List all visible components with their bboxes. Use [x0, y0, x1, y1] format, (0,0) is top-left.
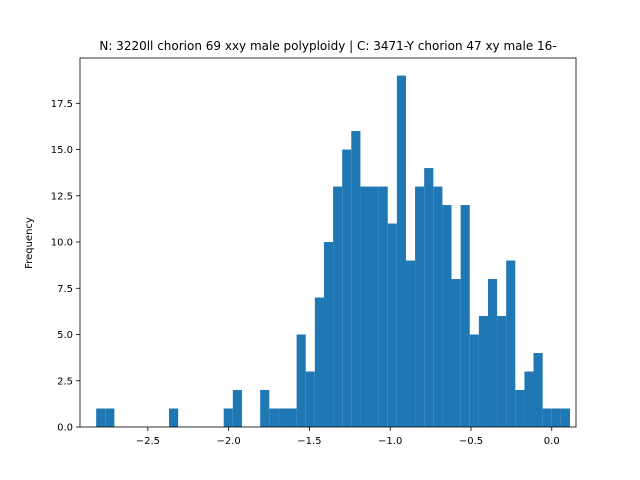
histogram-bar: [360, 186, 370, 427]
histogram-bar: [269, 408, 279, 427]
y-tick-label: 2.5: [57, 376, 73, 387]
histogram-bar: [515, 390, 525, 427]
histogram-bar: [314, 297, 324, 427]
histogram-bar: [287, 408, 297, 427]
x-axis-ticks: −2.5 −2.0 −1.5 −1.0 −0.5 0.0: [136, 427, 560, 447]
histogram-bar: [342, 149, 352, 427]
histogram-bar: [551, 408, 561, 427]
histogram-bar: [333, 186, 343, 427]
histogram-bar: [433, 186, 443, 427]
y-axis-label: Frequency: [24, 217, 35, 269]
histogram-bar: [478, 316, 488, 427]
histogram-bar: [442, 205, 452, 427]
histogram-bar: [105, 408, 115, 427]
chart-title: N: 3220ll chorion 69 xxy male polyploidy…: [99, 39, 556, 53]
histogram-bar: [96, 408, 106, 427]
y-tick-label: 0.0: [57, 423, 73, 434]
x-tick-label: −2.5: [136, 436, 160, 447]
x-tick-label: −1.5: [297, 436, 321, 447]
histogram-bar: [378, 186, 388, 427]
histogram-bar: [424, 168, 434, 428]
x-tick-label: −0.5: [459, 436, 483, 447]
histogram-bar: [260, 390, 270, 427]
x-tick-label: −1.0: [378, 436, 402, 447]
y-tick-label: 15.0: [51, 145, 73, 156]
y-tick-label: 12.5: [51, 191, 73, 202]
x-tick-label: 0.0: [544, 436, 560, 447]
y-tick-label: 17.5: [51, 99, 73, 110]
histogram-bar: [560, 408, 570, 427]
histogram-bar: [387, 223, 397, 427]
histogram-bar: [223, 408, 233, 427]
histogram-bar: [451, 279, 461, 427]
histogram-bar: [497, 316, 507, 427]
histogram-bar: [542, 408, 552, 427]
plot-frame: [79, 57, 577, 428]
histogram-bar: [351, 131, 361, 427]
histogram-bar: [296, 334, 306, 427]
y-axis-ticks: 0.0 2.5 5.0 7.5 10.0 12.5 15.0 17.5: [51, 99, 80, 434]
histogram-bar: [460, 205, 470, 427]
y-tick-label: 5.0: [57, 330, 73, 341]
histogram-bar: [533, 353, 543, 427]
histogram-bar: [415, 186, 425, 427]
histogram-bar: [524, 371, 534, 427]
histogram-bar: [323, 242, 334, 427]
histogram-bar: [487, 279, 498, 427]
y-tick-label: 10.0: [51, 238, 73, 249]
histogram-bar: [369, 186, 379, 427]
y-tick-label: 7.5: [57, 284, 73, 295]
histogram-bar: [405, 260, 416, 427]
histogram-bar: [278, 408, 288, 427]
histogram-bar: [506, 260, 516, 427]
histogram-bar: [305, 371, 315, 427]
histogram-bars: [96, 75, 570, 428]
x-tick-label: −2.0: [216, 436, 240, 447]
histogram-bar: [169, 408, 179, 427]
histogram-bar: [469, 334, 479, 427]
histogram-bar: [396, 75, 406, 428]
histogram-bar: [232, 390, 242, 427]
